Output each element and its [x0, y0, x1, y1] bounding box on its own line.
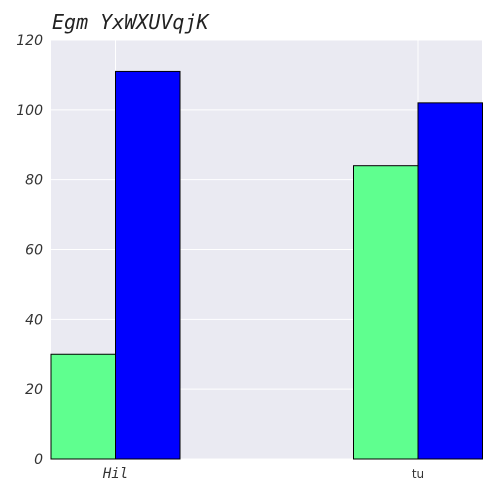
y-tick-label: 60	[25, 243, 43, 259]
chart-title: Egm YxWXUVqjK	[52, 10, 209, 34]
x-axis-ticks: Hil tu	[102, 466, 424, 482]
bars	[50, 70, 483, 460]
y-tick-label: 120	[16, 33, 43, 49]
y-tick-label: 80	[25, 173, 43, 189]
y-tick-label: 100	[16, 103, 43, 119]
y-axis-ticks: 0 20 40 60 80 100 120	[16, 33, 43, 468]
y-tick-label: 40	[25, 312, 43, 328]
bar	[417, 102, 483, 460]
y-tick-label: 20	[25, 382, 43, 398]
bar	[115, 70, 181, 460]
x-tick-label: tu	[412, 467, 424, 481]
bar	[50, 353, 116, 460]
x-tick-label: Hil	[102, 466, 128, 482]
y-tick-label: 0	[34, 452, 43, 468]
bar	[353, 165, 419, 460]
